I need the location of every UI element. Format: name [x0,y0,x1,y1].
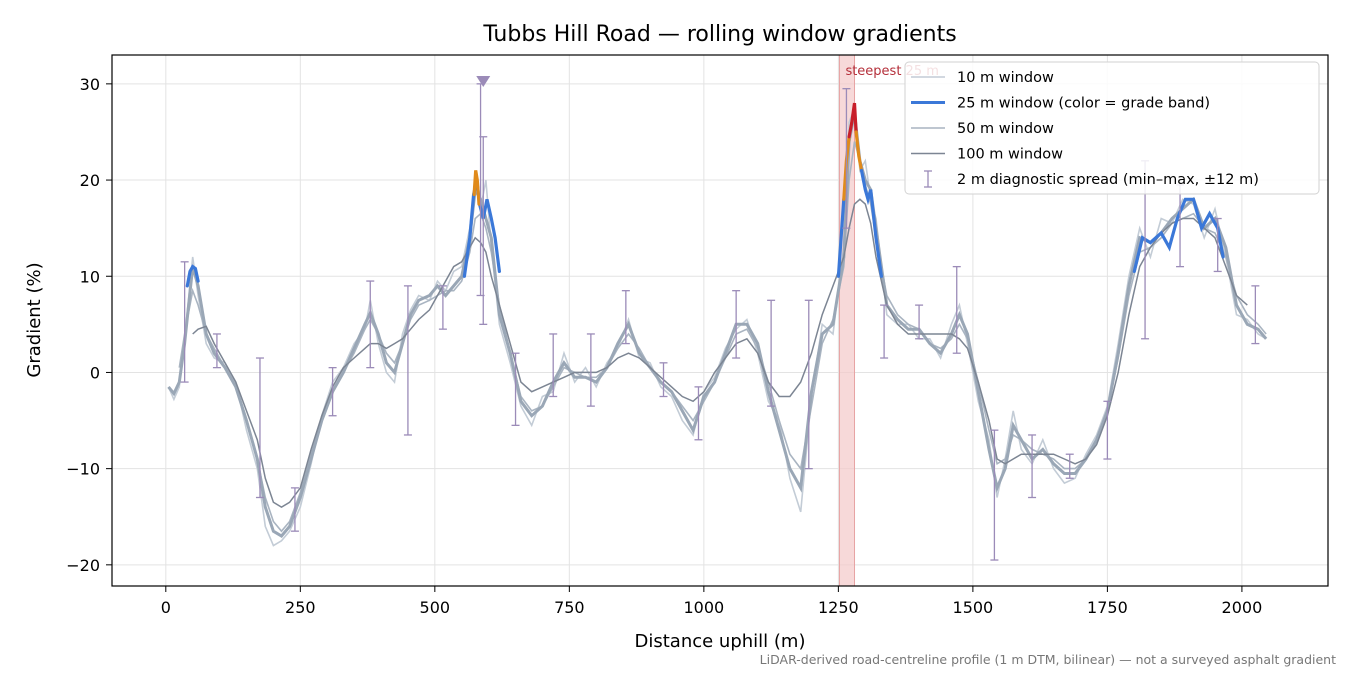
x-tick-label: 1500 [953,598,994,617]
w25-grade-band-segment [472,170,481,206]
x-tick-label: 750 [554,598,585,617]
plot-frame [111,54,1329,587]
x-tick-label: 1250 [818,598,859,617]
y-tick-label: −20 [66,556,100,575]
legend: 10 m window 25 m window (color = grade ba… [904,61,1320,195]
x-tick-label: 500 [420,598,451,617]
legend-label: 2 m diagnostic spread (min–max, ±12 m) [957,172,1259,188]
peak-marker-layer [476,75,491,87]
w25-grade-band-segment [836,197,846,278]
legend-label: 50 m window [957,121,1054,137]
x-tick-label: 1750 [1087,598,1128,617]
w25-grade-band-segment [462,179,501,278]
chart-title: Tubbs Hill Road — rolling window gradien… [482,22,956,47]
peak-marker [476,75,491,87]
footnote: LiDAR-derived road-centreline profile (1… [760,652,1336,667]
w25-grade-band-segment [847,102,858,139]
y-tick-label: 30 [80,75,100,94]
legend-label: 100 m window [957,147,1063,163]
y-tick-label: −10 [66,460,100,479]
legend-box [904,61,1320,195]
x-tick-label: 250 [285,598,316,617]
y-tick-label: 20 [80,171,100,190]
series-line-w25 [167,112,1268,538]
series-lines [167,102,1268,547]
x-tick-label: 1000 [683,598,724,617]
x-tick-label: 2000 [1222,598,1263,617]
w25-grade-band-segment [1132,197,1225,273]
series-line-w100 [192,198,1248,508]
legend-label: 25 m window (color = grade band) [957,96,1210,112]
y-tick-label: 0 [90,363,100,382]
x-axis-label: Distance uphill (m) [635,631,806,652]
w25-grade-band-segment [854,130,864,172]
w25-grade-band-segment [185,264,200,288]
y-tick-label: 10 [80,267,100,286]
w25-grade-band-segment [859,168,883,278]
legend-label: 10 m window [957,70,1054,86]
axis-ticks: 0 250 500 750 1000 1250 1500 1750 2000 −20 −10 0 10 2… [66,75,1262,617]
x-tick-label: 0 [161,598,171,617]
y-axis-label: Gradient (%) [24,262,45,377]
series-line-w10 [167,107,1267,547]
